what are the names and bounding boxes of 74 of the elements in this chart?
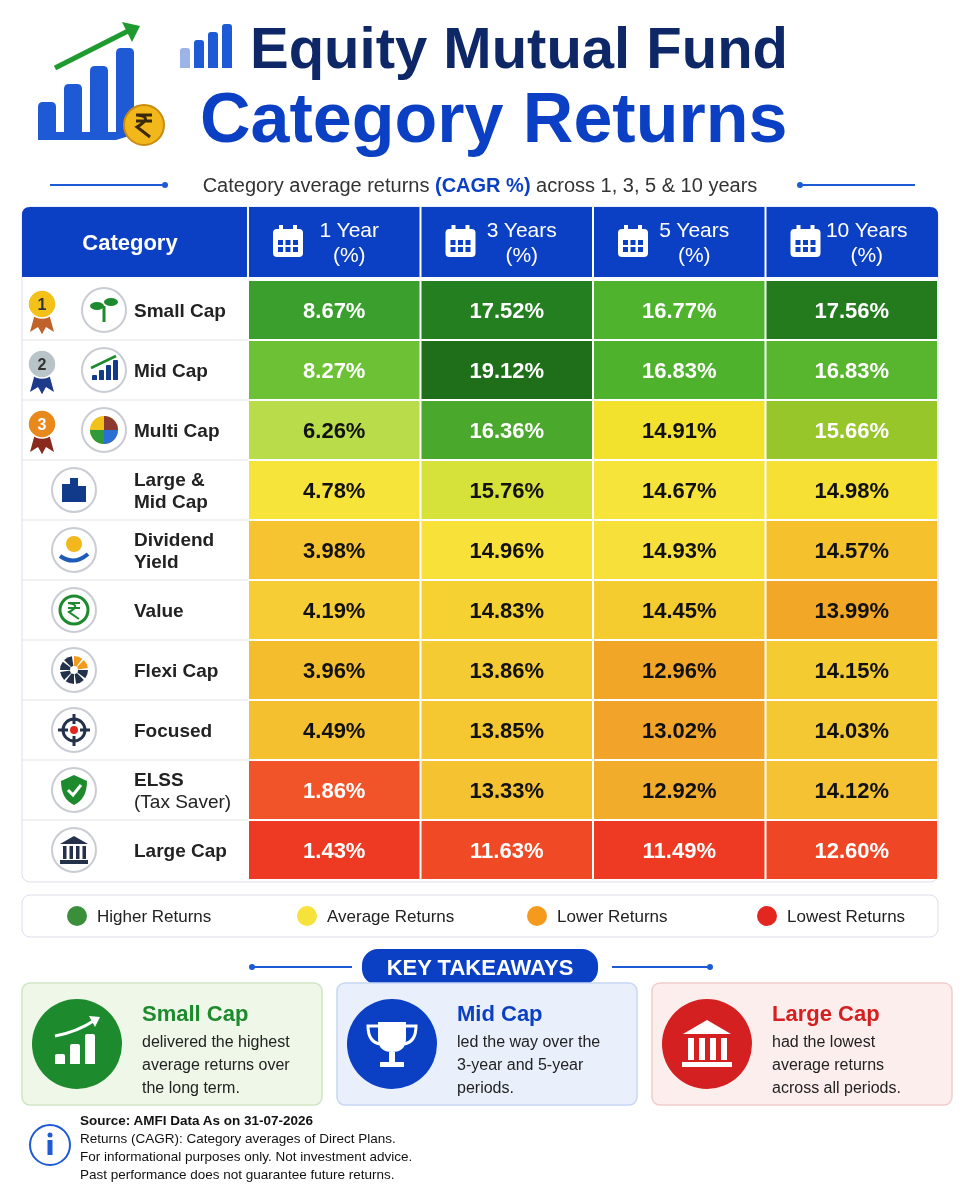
chart-title: Equity Mutual Fund Category Returns <box>200 15 789 157</box>
data-label: 14.12% <box>814 778 890 803</box>
data-label: 4.78% <box>303 478 366 503</box>
data-label: 1.86% <box>303 778 366 803</box>
data-label: 1.43% <box>303 838 366 863</box>
data-label: 16.36% <box>469 418 545 443</box>
data-label: 14.15% <box>814 658 890 683</box>
data-label: 14.03% <box>814 718 890 743</box>
y-tick-label: Large & Mid Cap <box>134 469 208 512</box>
x-tick-label: 5 Years (%) <box>659 218 730 266</box>
x-tick-label: 1 Year (%) <box>319 218 380 266</box>
data-label: 17.56% <box>814 298 890 323</box>
text: had the lowest average returns across all periods. <box>772 1033 901 1096</box>
text: 1 <box>37 296 47 313</box>
data-label: 11.49% <box>642 838 716 863</box>
data-label: 15.66% <box>814 418 890 443</box>
data-label: 11.63% <box>470 838 544 863</box>
y-tick-label: Mid Cap <box>134 360 208 381</box>
text: Average Returns <box>327 907 455 926</box>
text: Mid Cap <box>457 1001 543 1026</box>
data-label: 16.77% <box>641 298 717 323</box>
x-tick-label: 10 Years (%) <box>825 218 908 266</box>
data-label: 12.96% <box>641 658 717 683</box>
text: 3 <box>37 416 47 433</box>
data-label: 6.26% <box>303 418 366 443</box>
text: Lowest Returns <box>787 907 906 926</box>
text: Lower Returns <box>557 907 668 926</box>
data-label: 3.98% <box>303 538 366 563</box>
y-tick-label: Dividend Yield <box>134 529 215 572</box>
y-tick-label: Focused <box>134 720 213 741</box>
text: delivered the highest average returns over the long term. <box>142 1033 291 1096</box>
data-label: 8.27% <box>303 358 366 383</box>
data-label: 14.45% <box>641 598 717 623</box>
data-label: 12.60% <box>814 838 890 863</box>
text: Past performance does not guarantee future returns. <box>80 1167 395 1182</box>
data-label: 17.52% <box>469 298 545 323</box>
data-label: 14.98% <box>814 478 890 503</box>
y-tick-label: Multi Cap <box>134 420 220 441</box>
data-label: 16.83% <box>641 358 717 383</box>
data-label: 14.91% <box>641 418 717 443</box>
data-label: 14.67% <box>641 478 717 503</box>
data-label: 15.76% <box>469 478 545 503</box>
data-label: 19.12% <box>469 358 545 383</box>
data-label: 13.85% <box>469 718 545 743</box>
text: Large Cap <box>772 1001 880 1026</box>
data-label: 14.57% <box>814 538 890 563</box>
y-axis-title: Category <box>82 230 179 255</box>
data-label: 14.96% <box>469 538 545 563</box>
data-label: 13.99% <box>814 598 890 623</box>
text: 2 <box>37 356 47 373</box>
text: Returns (CAGR): Category averages of Direct Plans. <box>80 1131 396 1146</box>
data-label: 8.67% <box>303 298 366 323</box>
y-tick-label: ELSS (Tax Saver) <box>134 769 232 812</box>
y-tick-label: Value <box>134 600 184 621</box>
data-label: 14.93% <box>641 538 717 563</box>
source-note: Source: AMFI Data As on 31-07-2026 <box>80 1113 314 1128</box>
y-tick-label: Small Cap <box>134 300 226 321</box>
data-label: 3.96% <box>303 658 366 683</box>
data-label: 12.92% <box>641 778 717 803</box>
text: Higher Returns <box>97 907 212 926</box>
data-label: 13.02% <box>641 718 717 743</box>
data-label: 4.49% <box>303 718 366 743</box>
text: led the way over the 3-year and 5-year periods. <box>457 1033 601 1096</box>
data-label: 13.33% <box>469 778 545 803</box>
text: KEY TAKEAWAYS <box>386 955 574 980</box>
data-label: 16.83% <box>814 358 890 383</box>
y-tick-label: Large Cap <box>134 840 227 861</box>
text: For informational purposes only. Not investment advice. <box>80 1149 413 1164</box>
x-tick-label: 3 Years (%) <box>486 218 557 266</box>
chart-subtitle: Category average returns (CAGR %) across 1, 3, 5 & 10 years <box>202 174 758 196</box>
data-label: 4.19% <box>303 598 366 623</box>
data-label: 13.86% <box>469 658 545 683</box>
data-label: 14.83% <box>469 598 545 623</box>
y-tick-label: Flexi Cap <box>134 660 219 681</box>
